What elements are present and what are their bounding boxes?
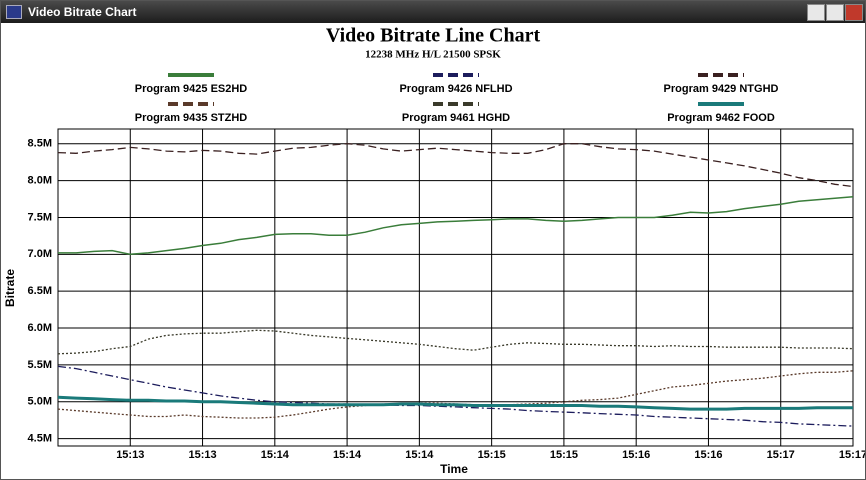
y-tick-label: 8.5M <box>28 138 52 150</box>
window-title: Video Bitrate Chart <box>28 5 137 19</box>
plot-area <box>57 128 854 447</box>
series-line <box>57 329 854 355</box>
legend-label: Program 9461 HGHD <box>402 112 510 124</box>
y-tick-label: 4.5M <box>28 433 52 445</box>
app-icon <box>6 5 22 19</box>
maximize-button[interactable] <box>826 4 844 21</box>
y-axis-label: Bitrate <box>3 269 17 307</box>
chart-subtitle: 12238 MHz H/L 21500 SPSK <box>365 49 501 61</box>
y-tick-label: 6.0M <box>28 322 52 334</box>
x-tick-label: 15:16 <box>622 449 650 461</box>
y-tick-label: 5.5M <box>28 359 52 371</box>
y-tick-label: 5.0M <box>28 396 52 408</box>
chart: Video Bitrate Line Chart 12238 MHz H/L 2… <box>3 25 865 477</box>
y-tick-label: 6.5M <box>28 285 52 297</box>
y-tick-label: 8.0M <box>28 175 52 187</box>
x-tick-label: 15:17 <box>767 449 795 461</box>
x-tick-label: 15:17 <box>839 449 865 461</box>
legend-label: Program 9429 NTGHD <box>664 83 779 95</box>
series-line <box>57 365 854 427</box>
series-line <box>57 370 854 419</box>
x-tick-label: 15:14 <box>333 449 362 461</box>
x-tick-label: 15:15 <box>550 449 578 461</box>
close-button[interactable] <box>845 4 863 21</box>
legend-label: Program 9435 STZHD <box>135 112 248 124</box>
series-line <box>58 196 854 256</box>
minimize-button[interactable] <box>807 4 825 21</box>
legend-label: Program 9462 FOOD <box>667 112 775 124</box>
legend-label: Program 9426 NFLHD <box>399 83 512 95</box>
series-line <box>57 395 853 411</box>
y-tick-label: 7.0M <box>28 248 52 260</box>
chart-title: Video Bitrate Line Chart <box>326 25 541 47</box>
y-tick-label: 7.5M <box>28 211 52 223</box>
x-tick-label: 15:15 <box>478 449 506 461</box>
x-tick-label: 15:13 <box>188 449 216 461</box>
legend-label: Program 9425 ES2HD <box>135 83 248 95</box>
x-tick-label: 15:14 <box>405 449 434 461</box>
x-axis-label: Time <box>440 462 468 476</box>
title-bar: Video Bitrate Chart <box>1 1 865 23</box>
x-tick-label: 15:14 <box>261 449 290 461</box>
series-line <box>57 143 854 188</box>
x-tick-label: 15:16 <box>694 449 722 461</box>
x-tick-label: 15:13 <box>116 449 144 461</box>
